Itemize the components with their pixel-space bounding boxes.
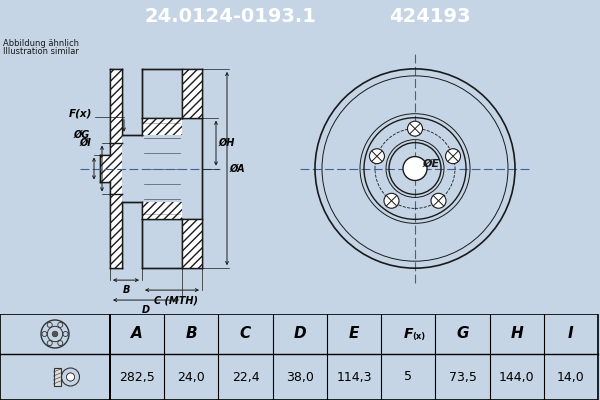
Bar [110,69,122,143]
Bar [0,314,110,400]
Text: B: B [185,326,197,342]
Text: E: E [349,326,359,342]
Text: Abbildung ähnlich: Abbildung ähnlich [3,39,79,48]
Text: 24.0124-0193.1: 24.0124-0193.1 [144,8,316,26]
Text: 73,5: 73,5 [449,370,476,384]
Circle shape [370,149,385,164]
Text: C (MTH): C (MTH) [154,295,198,305]
Text: I: I [568,326,574,342]
Text: ØH: ØH [218,138,235,148]
Circle shape [407,121,422,136]
Text: 144,0: 144,0 [499,370,535,384]
Circle shape [384,193,399,208]
Circle shape [403,156,427,180]
Text: A: A [131,326,143,342]
Text: 424193: 424193 [389,8,471,26]
Text: F: F [403,327,413,341]
Text: 22,4: 22,4 [232,370,259,384]
Text: (x): (x) [412,332,425,340]
Text: 282,5: 282,5 [119,370,155,384]
Text: ØE: ØE [423,158,440,168]
Text: 38,0: 38,0 [286,370,314,384]
Text: C: C [240,326,251,342]
Text: G: G [456,326,469,342]
Bar [110,143,122,194]
Circle shape [52,331,58,337]
Circle shape [446,149,461,164]
Text: ØA: ØA [229,164,245,174]
Text: ØG: ØG [74,130,90,140]
Text: 114,3: 114,3 [336,370,372,384]
Bar [100,154,110,182]
Circle shape [431,193,446,208]
Text: Illustration similar: Illustration similar [3,47,79,56]
Text: F(x): F(x) [68,109,92,119]
Bar [110,194,122,268]
Text: 5: 5 [404,370,412,384]
Text: B: B [122,285,130,295]
Bar [142,202,182,219]
Text: 14,0: 14,0 [557,370,585,384]
Text: ØI: ØI [79,138,91,148]
Bar [142,118,182,135]
Bar [182,69,202,118]
Bar [182,219,202,268]
Bar [110,314,598,400]
Circle shape [67,373,74,381]
Bar [53,368,61,386]
Text: H: H [510,326,523,342]
Text: 24,0: 24,0 [178,370,205,384]
Text: D: D [293,326,306,342]
Text: D: D [142,305,150,315]
